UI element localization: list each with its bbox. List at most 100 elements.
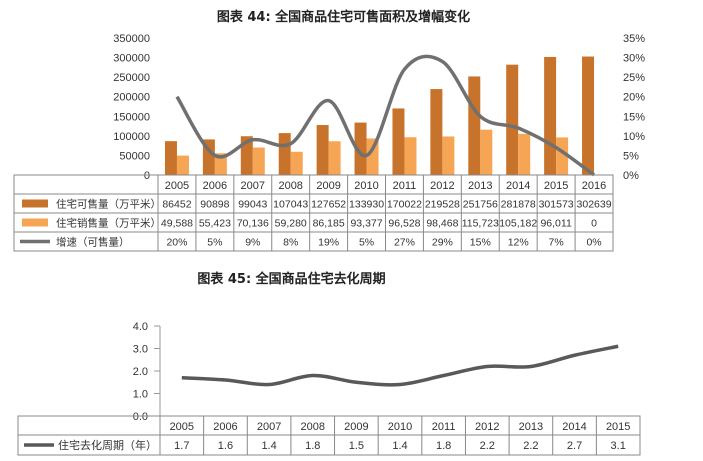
x-tick-label: 2010 — [388, 421, 412, 433]
table-cell: 0 — [591, 218, 597, 230]
chart-45-title: 图表 45: 全国商品住宅去化周期 — [197, 272, 386, 287]
table-cell: 219528 — [425, 199, 460, 211]
table-cell: 93,377 — [350, 218, 382, 230]
bar-available-2009 — [316, 125, 329, 175]
legend-swatch — [22, 218, 48, 227]
table-cell: 170022 — [387, 199, 422, 211]
y-tick-label: 0.0 — [133, 411, 148, 423]
y2-tick-label: 5% — [623, 150, 639, 162]
bar-sales-2015 — [556, 137, 569, 175]
x-tick-label: 2005 — [165, 180, 189, 192]
table-cell: 3.1 — [611, 440, 626, 452]
y2-tick-label: 25% — [623, 72, 645, 84]
bar-sales-2014 — [518, 133, 531, 175]
y-tick-label: 3.0 — [133, 344, 148, 356]
x-tick-label: 2016 — [582, 180, 606, 192]
x-tick-label: 2014 — [562, 421, 586, 433]
table-cell: 1.6 — [218, 440, 233, 452]
bar-available-2010 — [354, 122, 367, 175]
y-tick-label: 0 — [144, 170, 150, 182]
table-cell: 27% — [394, 237, 415, 249]
x-tick-label: 2015 — [544, 180, 568, 192]
x-tick-label: 2012 — [430, 180, 454, 192]
bar-sales-2010 — [366, 138, 379, 175]
x-tick-label: 2008 — [300, 421, 324, 433]
bar-sales-2012 — [442, 136, 455, 175]
y-tick-label: 4.0 — [133, 321, 148, 333]
table-cell: 55,423 — [199, 218, 231, 230]
y2-tick-label: 35% — [623, 33, 645, 45]
bar-available-2012 — [430, 89, 443, 175]
table-cell: 2.2 — [480, 440, 495, 452]
y2-tick-label: 20% — [623, 92, 645, 104]
x-tick-label: 2008 — [278, 180, 302, 192]
y-tick-label: 250000 — [113, 72, 150, 84]
table-cell: 96,011 — [540, 218, 571, 230]
table-cell: 86452 — [162, 199, 191, 211]
chart-44-title: 图表 44: 全国商品住宅可售面积及增幅变化 — [216, 10, 471, 25]
bar-sales-2013 — [480, 129, 493, 175]
table-cell: 98,468 — [426, 218, 458, 230]
table-cell: 115,723 — [462, 218, 499, 230]
table-cell: 105,182 — [499, 218, 537, 230]
x-tick-label: 2011 — [393, 180, 417, 192]
x-tick-label: 2006 — [203, 180, 227, 192]
bar-sales-2005 — [176, 155, 189, 175]
y-tick-label: 1.0 — [133, 389, 148, 401]
table-cell: 9% — [245, 237, 260, 249]
bar-available-2015 — [544, 56, 557, 175]
bar-sales-2006 — [214, 153, 227, 175]
x-tick-label: 2013 — [468, 180, 492, 192]
table-cell: 59,280 — [275, 218, 307, 230]
table-cell: 1.5 — [349, 440, 364, 452]
table-cell: 107043 — [273, 199, 308, 211]
table-cell: 86,185 — [313, 218, 345, 230]
y2-tick-label: 15% — [623, 111, 645, 123]
table-cell: 15% — [470, 237, 491, 249]
table-cell: 251756 — [463, 199, 498, 211]
bar-sales-2007 — [252, 147, 265, 175]
table-cell: 0% — [586, 237, 601, 249]
x-tick-label: 2006 — [213, 421, 237, 433]
table-cell: 99043 — [238, 199, 267, 211]
table-cell: 19% — [318, 237, 339, 249]
table-cell: 1.8 — [305, 440, 320, 452]
table-cell: 1.4 — [392, 440, 407, 452]
x-tick-label: 2014 — [506, 180, 530, 192]
y-tick-label: 2.0 — [133, 366, 148, 378]
y-tick-label: 100000 — [113, 131, 150, 143]
y-tick-label: 50000 — [119, 150, 150, 162]
table-cell: 1.7 — [174, 440, 189, 452]
bar-available-2013 — [468, 76, 481, 175]
table-cell: 281878 — [501, 199, 536, 211]
legend-label: 住宅销售量（万平米） — [56, 217, 161, 230]
y2-tick-label: 0% — [623, 170, 639, 182]
table-cell: 302639 — [577, 199, 612, 211]
bar-available-2014 — [506, 64, 519, 175]
table-cell: 70,136 — [237, 218, 269, 230]
bar-sales-2008 — [290, 151, 303, 175]
x-tick-label: 2010 — [354, 180, 378, 192]
bar-sales-2011 — [404, 137, 417, 175]
y-tick-label: 300000 — [113, 53, 150, 65]
bar-available-2011 — [392, 108, 405, 175]
table-cell: 12% — [508, 237, 529, 249]
y-tick-label: 350000 — [113, 33, 150, 45]
x-tick-label: 2011 — [432, 421, 456, 433]
table-cell: 1.8 — [436, 440, 451, 452]
table-cell: 90898 — [200, 199, 229, 211]
y2-tick-label: 10% — [623, 131, 645, 143]
table-cell: 20% — [166, 237, 187, 249]
table-cell: 2.7 — [567, 440, 582, 452]
growth-line — [175, 54, 596, 177]
table-cell: 29% — [432, 237, 453, 249]
legend-label: 住宅去化周期（年） — [58, 438, 157, 452]
x-tick-label: 2015 — [606, 421, 630, 433]
table-cell: 5% — [207, 237, 222, 249]
x-tick-label: 2005 — [170, 421, 194, 433]
bar-available-2008 — [278, 133, 291, 175]
legend-label: 增速（可售量） — [56, 236, 130, 249]
table-cell: 7% — [549, 237, 564, 249]
bar-available-2005 — [164, 141, 177, 175]
